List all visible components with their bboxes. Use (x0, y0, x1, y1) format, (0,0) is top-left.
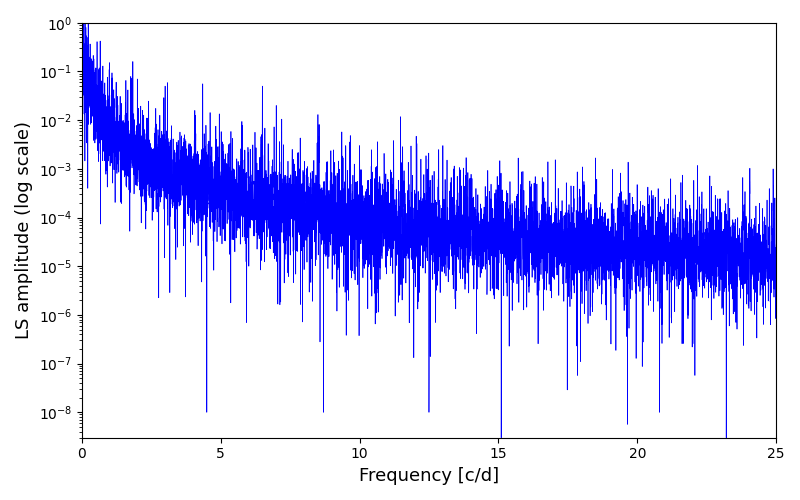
Y-axis label: LS amplitude (log scale): LS amplitude (log scale) (15, 122, 33, 340)
X-axis label: Frequency [c/d]: Frequency [c/d] (359, 467, 499, 485)
